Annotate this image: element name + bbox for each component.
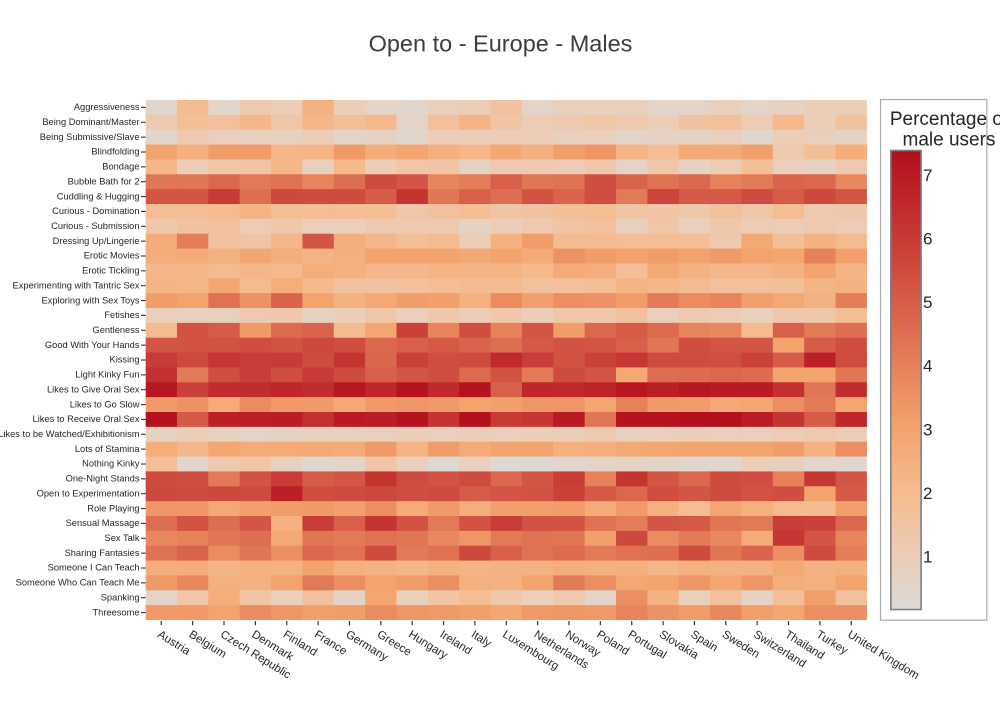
svg-text:Likes to Go Slow: Likes to Go Slow bbox=[70, 399, 140, 409]
svg-text:Percentage of: Percentage of bbox=[890, 109, 1000, 130]
svg-text:Austria: Austria bbox=[155, 629, 192, 658]
svg-text:Blindfolding: Blindfolding bbox=[91, 147, 139, 157]
svg-text:Kissing: Kissing bbox=[110, 355, 140, 365]
svg-text:Likes to be Watched/Exhibition: Likes to be Watched/Exhibitionism bbox=[0, 429, 140, 439]
svg-text:Open to Experimentation: Open to Experimentation bbox=[37, 488, 140, 498]
svg-text:Threesome: Threesome bbox=[92, 607, 139, 617]
svg-text:Sensual Massage: Sensual Massage bbox=[66, 518, 140, 528]
svg-text:One-Night Stands: One-Night Stands bbox=[66, 474, 140, 484]
svg-text:Dressing Up/Lingerie: Dressing Up/Lingerie bbox=[53, 236, 140, 246]
svg-text:Being Submissive/Slave: Being Submissive/Slave bbox=[40, 132, 140, 142]
svg-text:Bubble Bath for 2: Bubble Bath for 2 bbox=[68, 176, 140, 186]
svg-text:1: 1 bbox=[923, 547, 932, 566]
svg-text:3: 3 bbox=[923, 420, 932, 439]
svg-text:Cuddling & Hugging: Cuddling & Hugging bbox=[57, 191, 140, 201]
svg-text:Being Dominant/Master: Being Dominant/Master bbox=[42, 117, 139, 127]
svg-text:Role Playing: Role Playing bbox=[87, 503, 139, 513]
svg-text:Exploring with Sex Toys: Exploring with Sex Toys bbox=[41, 295, 139, 305]
svg-text:Light Kinky Fun: Light Kinky Fun bbox=[75, 370, 139, 380]
svg-text:Open to - Europe - Males: Open to - Europe - Males bbox=[369, 31, 633, 57]
svg-text:Spanking: Spanking bbox=[101, 592, 140, 602]
svg-text:Aggressiveness: Aggressiveness bbox=[74, 102, 140, 112]
svg-text:Experimenting with Tantric Sex: Experimenting with Tantric Sex bbox=[13, 280, 140, 290]
svg-text:Fetishes: Fetishes bbox=[104, 310, 139, 320]
svg-text:Gentleness: Gentleness bbox=[92, 325, 139, 335]
svg-text:United Kingdom: United Kingdom bbox=[845, 629, 921, 683]
svg-text:Likes to Give Oral Sex: Likes to Give Oral Sex bbox=[47, 384, 140, 394]
svg-text:male users: male users bbox=[903, 130, 996, 151]
svg-text:Good With Your Hands: Good With Your Hands bbox=[45, 340, 140, 350]
svg-text:Poland: Poland bbox=[594, 629, 631, 658]
svg-text:2: 2 bbox=[923, 484, 932, 503]
svg-text:Likes to Receive Oral Sex: Likes to Receive Oral Sex bbox=[33, 414, 140, 424]
svg-text:Sex Talk: Sex Talk bbox=[105, 533, 140, 543]
svg-text:Curious - Submission: Curious - Submission bbox=[51, 221, 139, 231]
svg-text:Curious - Domination: Curious - Domination bbox=[52, 206, 139, 216]
svg-text:5: 5 bbox=[923, 293, 932, 312]
svg-text:Someone I Can Teach: Someone I Can Teach bbox=[48, 563, 140, 573]
svg-text:Nothing Kinky: Nothing Kinky bbox=[82, 459, 140, 469]
svg-text:Lots of Stamina: Lots of Stamina bbox=[75, 444, 140, 454]
svg-text:4: 4 bbox=[923, 357, 932, 376]
svg-text:Erotic Movies: Erotic Movies bbox=[84, 251, 140, 261]
svg-text:France: France bbox=[312, 629, 349, 658]
svg-text:Sharing Fantasies: Sharing Fantasies bbox=[65, 548, 140, 558]
svg-text:Someone Who Can Teach Me: Someone Who Can Teach Me bbox=[16, 578, 140, 588]
svg-text:Erotic Tickling: Erotic Tickling bbox=[82, 266, 139, 276]
svg-text:Bondage: Bondage bbox=[102, 162, 139, 172]
svg-text:7: 7 bbox=[923, 166, 932, 185]
svg-text:6: 6 bbox=[923, 230, 932, 249]
